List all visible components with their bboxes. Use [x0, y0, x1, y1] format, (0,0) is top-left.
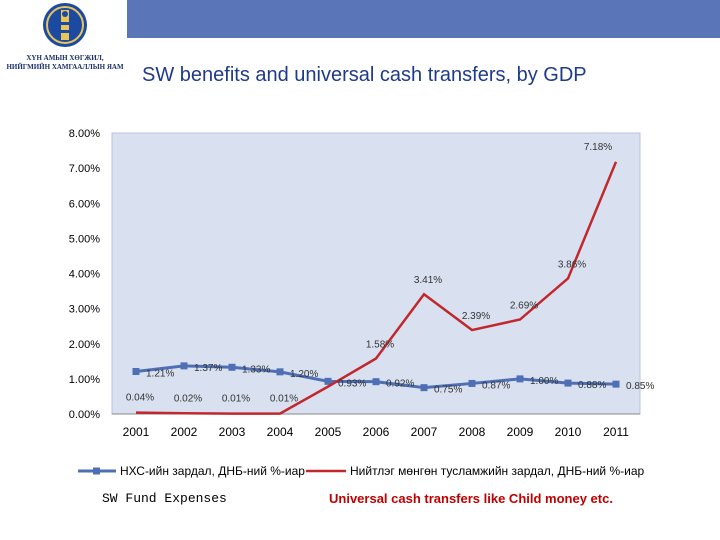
data-point-sw-fund	[180, 362, 188, 370]
x-tick-label: 2007	[411, 425, 438, 439]
data-point-sw-fund	[132, 367, 140, 375]
x-axis-ticks: 2001 2002 2003 2004 2005 2006 2007 2008 2009 2010…	[123, 425, 630, 439]
ministry-name-line1: ХҮН АМЫН ХӨГЖИЛ,	[26, 54, 104, 62]
series-line-cash-transfers	[135, 161, 618, 415]
data-label-sw-fund: 0.87%	[482, 380, 510, 391]
data-label-cash-transfers: 0.02%	[174, 393, 202, 404]
data-label-cash-transfers: 1.58%	[366, 340, 394, 351]
data-label-sw-fund: 1.20%	[290, 369, 318, 380]
y-axis-ticks: 0.00% 1.00% 2.00% 3.00% 4.00% 5.00% 6.00% 7.00%…	[69, 128, 100, 421]
x-tick-label: 2008	[459, 425, 486, 439]
data-point-sw-fund	[324, 377, 332, 385]
data-label-cash-transfers: 2.39%	[462, 311, 490, 322]
legend-entry-cash-transfers: Нийтлэг мөнгөн тусламжийн зардал, ДНБ-ни…	[350, 464, 645, 478]
legend-marker-sw-fund	[93, 467, 100, 475]
data-point-sw-fund	[372, 378, 380, 386]
data-point-sw-fund	[420, 384, 428, 392]
y-tick-label: 5.00%	[69, 233, 100, 245]
data-label-sw-fund: 1.37%	[194, 363, 222, 374]
y-tick-label: 0.00%	[69, 409, 100, 421]
data-label-cash-transfers: 0.04%	[126, 393, 154, 404]
ministry-name-line2: НИЙГМИЙН ХАМГААЛЛЫН ЯАМ	[6, 63, 124, 71]
data-point-sw-fund	[564, 379, 572, 387]
data-point-sw-fund	[612, 380, 620, 388]
data-label-cash-transfers: 2.69%	[510, 301, 538, 312]
x-tick-label: 2006	[363, 425, 390, 439]
data-label-cash-transfers: 7.18%	[584, 142, 612, 153]
data-label-cash-transfers: 3.41%	[414, 275, 442, 286]
y-tick-label: 6.00%	[69, 198, 100, 210]
y-tick-label: 2.00%	[69, 339, 100, 351]
data-point-sw-fund	[276, 368, 284, 376]
data-label-cash-transfers: 0.01%	[222, 394, 250, 405]
header-bar	[127, 0, 720, 38]
legend-entry-sw-fund: НХС-ийн зардал, ДНБ-ний %-иар	[120, 464, 305, 478]
y-tick-label: 7.00%	[69, 163, 100, 175]
data-label-cash-transfers: 3.86%	[558, 259, 586, 270]
y-tick-label: 3.00%	[69, 304, 100, 316]
data-label-sw-fund: 1.00%	[530, 376, 558, 387]
data-label-sw-fund: 0.88%	[578, 380, 606, 391]
y-tick-label: 8.00%	[69, 128, 100, 140]
x-tick-label: 2004	[267, 425, 294, 439]
caption-sw-fund-expenses: SW Fund Expenses	[102, 491, 227, 506]
data-label-sw-fund: 1.33%	[242, 364, 270, 375]
legend-marks	[78, 467, 346, 475]
plot-area	[111, 132, 641, 415]
data-labels: 1.21% 1.37% 1.33% 1.20% 0.93% 0.92% 0.75% 0.87%…	[126, 142, 655, 405]
data-point-sw-fund	[468, 379, 476, 387]
soyombo-emblem-icon	[43, 3, 87, 47]
x-tick-label: 2005	[315, 425, 342, 439]
data-label-cash-transfers: 0.01%	[270, 394, 298, 405]
page-title: SW benefits and universal cash transfers…	[142, 64, 587, 86]
data-point-sw-fund	[516, 375, 524, 383]
x-tick-label: 2001	[123, 425, 150, 439]
x-tick-label: 2002	[171, 425, 198, 439]
data-label-sw-fund: 0.92%	[386, 379, 414, 390]
x-tick-label: 2011	[603, 425, 629, 439]
data-label-sw-fund: 0.93%	[338, 378, 366, 389]
y-tick-label: 1.00%	[69, 374, 100, 386]
x-tick-label: 2010	[555, 425, 582, 439]
x-tick-label: 2003	[219, 425, 246, 439]
data-label-sw-fund: 0.75%	[434, 385, 462, 396]
caption-universal-cash-transfers: Universal cash transfers like Child mone…	[329, 491, 613, 506]
y-tick-label: 4.00%	[69, 269, 100, 281]
data-point-sw-fund	[228, 363, 236, 371]
x-tick-label: 2009	[507, 425, 534, 439]
data-label-sw-fund: 0.85%	[626, 381, 654, 392]
series-layer	[132, 161, 620, 415]
ministry-logo: ХҮН АМЫН ХӨГЖИЛ, НИЙГМИЙН ХАМГААЛЛЫН ЯАМ	[0, 0, 130, 80]
data-label-sw-fund: 1.21%	[146, 368, 174, 379]
